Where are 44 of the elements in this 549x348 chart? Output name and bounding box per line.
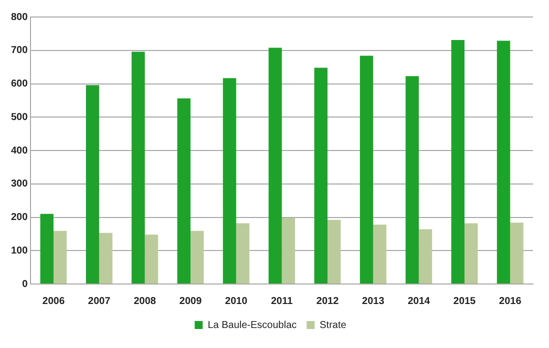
y-tick-label: 300 [10, 178, 28, 190]
bar [268, 48, 282, 284]
y-tick-label: 500 [10, 112, 28, 123]
bar [132, 52, 145, 284]
x-tick-label: 2016 [499, 296, 522, 307]
bar [86, 85, 100, 284]
bar [314, 68, 328, 284]
bar [40, 214, 54, 284]
y-tick-label: 600 [10, 78, 28, 90]
bar [496, 40, 510, 284]
bar [99, 232, 112, 284]
bar [418, 229, 432, 284]
x-tick-label: 2007 [88, 296, 111, 307]
y-tick-label: 800 [10, 12, 28, 23]
bar [360, 56, 374, 284]
bar [373, 224, 386, 284]
x-tick-label: 2013 [362, 296, 385, 307]
bar [222, 78, 236, 284]
legend-label: Strate [320, 320, 347, 331]
y-tick-label: 400 [10, 145, 28, 156]
bar [451, 40, 465, 284]
x-tick-label: 2011 [270, 296, 294, 307]
y-tick-label: 100 [10, 245, 28, 256]
bar [236, 223, 250, 284]
x-tick-label: 2006 [42, 296, 66, 307]
x-tick-label: 2012 [316, 296, 340, 307]
bar [406, 76, 419, 284]
x-tick-label: 2014 [408, 296, 430, 307]
x-tick-label: 2015 [453, 296, 476, 307]
y-tick-label: 700 [10, 45, 28, 56]
bar [510, 222, 524, 284]
bar [282, 218, 296, 284]
y-tick-label: 200 [10, 212, 28, 223]
bar [190, 230, 204, 284]
y-tick-label: 0 [22, 278, 28, 290]
bar [144, 234, 158, 284]
bar [328, 220, 341, 284]
bar [54, 230, 67, 284]
x-tick-label: 2009 [179, 296, 202, 307]
x-tick-label: 2010 [225, 296, 248, 307]
bar [464, 223, 478, 284]
legend-label: La Baule-Escoublac [208, 320, 297, 331]
x-tick-label: 2008 [134, 296, 156, 307]
bar [177, 98, 191, 284]
